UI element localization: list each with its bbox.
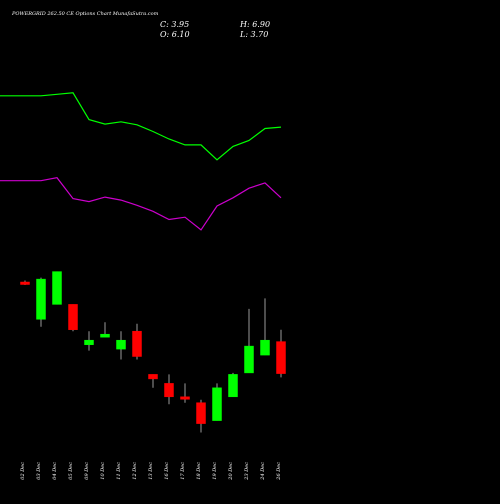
candle-body-up — [212, 387, 222, 421]
date-label: 18 Dec — [196, 462, 202, 480]
date-label: 05 Dec — [68, 462, 74, 480]
date-axis: 02 Dec 03 Dec 04 Dec 05 Dec 09 Dec 10 Dec 11 D… — [20, 462, 282, 481]
date-label: 16 Dec — [164, 462, 170, 480]
open-value: O: 6.10 — [160, 30, 190, 39]
candle-body-up — [100, 333, 110, 338]
date-label: 17 Dec — [180, 462, 186, 480]
date-label: 04 Dec — [52, 462, 58, 480]
date-label: 02 Dec — [20, 462, 26, 480]
candle-body-down — [20, 281, 30, 285]
candle-body-down — [196, 402, 206, 424]
candle-body-down — [164, 383, 174, 398]
candles-layer — [20, 271, 286, 433]
date-label: 13 Dec — [148, 462, 154, 480]
candle-body-up — [244, 345, 254, 374]
lower-band-line — [0, 177, 282, 231]
date-label: 09 Dec — [84, 462, 90, 480]
date-label: 20 Dec — [228, 462, 234, 481]
low-value: L: 3.70 — [239, 30, 268, 39]
date-label: 19 Dec — [212, 462, 218, 480]
close-value: C: 3.95 — [160, 20, 189, 29]
candle-body-down — [148, 374, 158, 380]
date-label: 26 Dec — [276, 462, 282, 481]
date-label: 10 Dec — [100, 462, 106, 480]
candle-body-down — [276, 341, 286, 374]
candle-body-up — [36, 278, 46, 320]
candle-body-down — [132, 330, 142, 357]
date-label: 24 Dec — [260, 462, 266, 481]
candle-body-up — [228, 374, 238, 398]
high-value: H: 6.90 — [239, 20, 270, 29]
bands-layer — [0, 92, 282, 231]
candle-body-up — [116, 339, 126, 350]
date-label: 03 Dec — [36, 462, 42, 480]
candle-body-up — [260, 339, 270, 356]
date-label: 11 Dec — [116, 462, 122, 480]
chart-title: POWERGRID 262.50 CE Options Chart Munafa… — [11, 11, 159, 17]
upper-band-line — [0, 92, 282, 161]
candle-body-down — [180, 396, 190, 400]
date-label: 12 Dec — [132, 462, 138, 480]
candle-body-down — [68, 304, 78, 330]
candle-body-up — [84, 339, 94, 345]
date-label: 23 Dec — [244, 462, 250, 481]
candle-body-up — [52, 271, 62, 305]
